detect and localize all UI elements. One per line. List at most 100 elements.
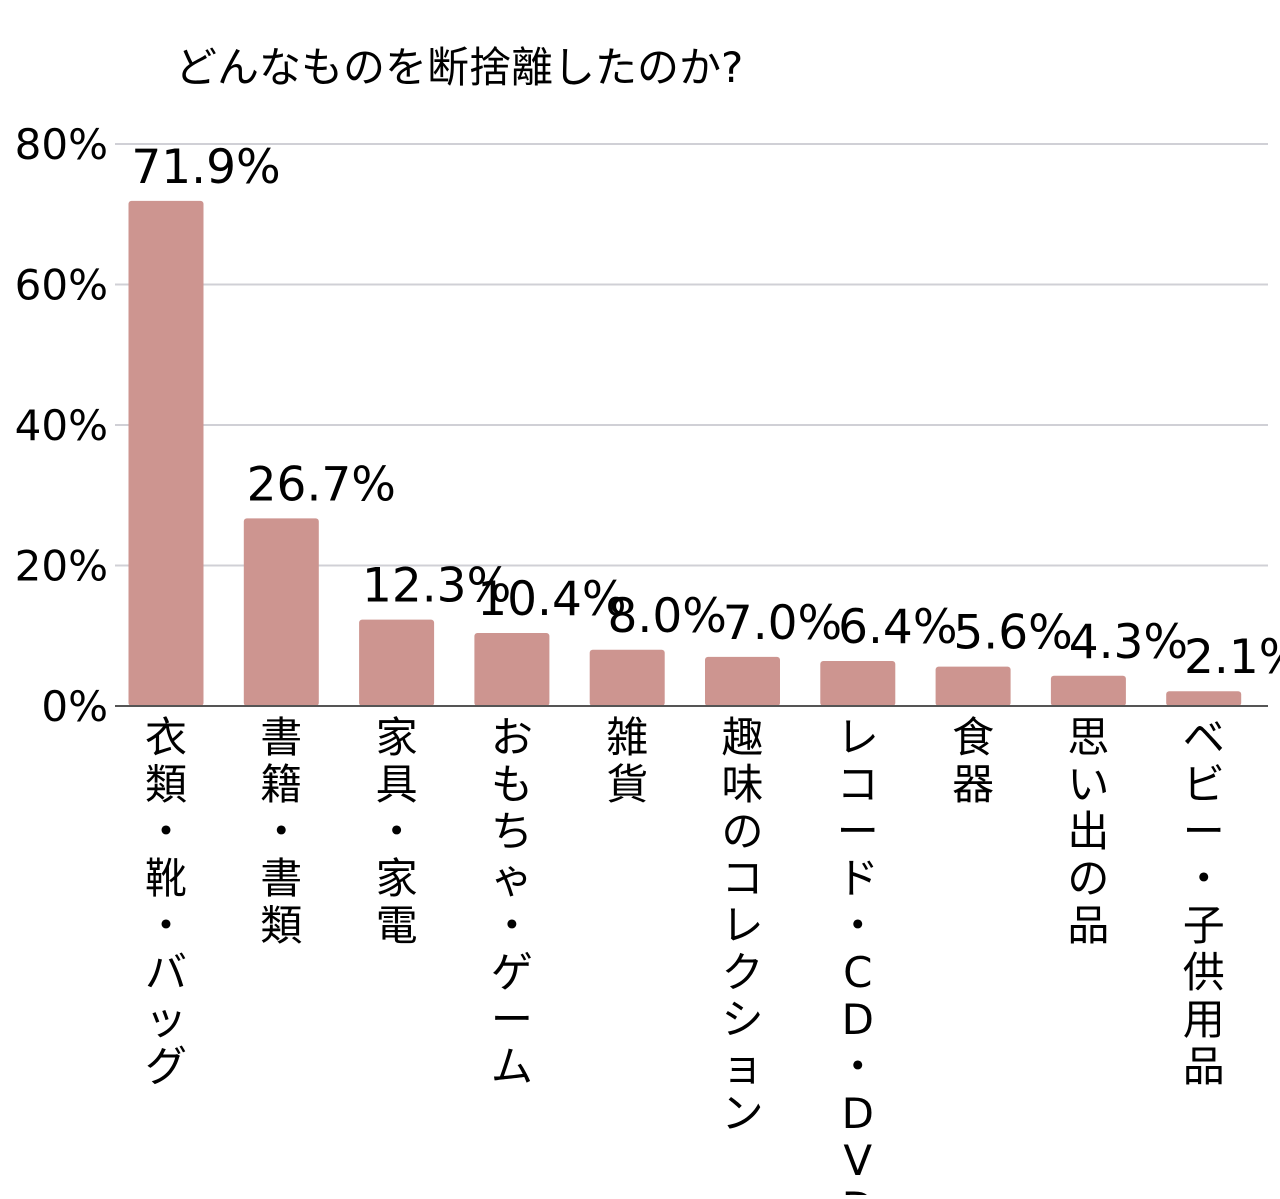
svg-text:ド: ド [837, 854, 879, 903]
svg-text:供: 供 [1183, 948, 1225, 997]
bar [589, 649, 665, 706]
svg-text:ー: ー [1183, 807, 1225, 856]
svg-text:ち: ち [491, 807, 533, 856]
svg-text:C: C [843, 948, 872, 997]
svg-text:家: 家 [376, 854, 418, 903]
data-label: 5.6% [953, 606, 1072, 661]
svg-text:類: 類 [145, 760, 187, 809]
svg-text:コ: コ [721, 854, 763, 903]
svg-text:食: 食 [952, 713, 994, 762]
svg-text:D: D [842, 1183, 874, 1195]
category-label: 食器 [952, 713, 994, 809]
svg-text:書: 書 [260, 713, 302, 762]
svg-text:ゲ: ゲ [491, 948, 533, 997]
svg-text:ョ: ョ [721, 1042, 763, 1091]
svg-text:・: ・ [491, 901, 533, 950]
svg-text:の: の [721, 807, 763, 856]
svg-text:ビ: ビ [1183, 760, 1225, 809]
svg-text:用: 用 [1183, 995, 1225, 1044]
svg-text:い: い [1067, 760, 1109, 809]
bar [474, 632, 550, 706]
svg-text:・: ・ [376, 807, 418, 856]
svg-text:シ: シ [721, 995, 763, 1044]
svg-text:V: V [843, 1136, 872, 1185]
svg-text:ム: ム [491, 1042, 533, 1091]
svg-text:電: 電 [376, 901, 418, 950]
svg-text:子: 子 [1183, 901, 1225, 950]
data-label: 8.0% [607, 589, 726, 644]
data-label: 26.7% [247, 457, 396, 512]
svg-text:衣: 衣 [145, 713, 187, 762]
y-tick-label: 20% [15, 542, 108, 591]
data-label: 7.0% [723, 596, 842, 651]
bar [243, 518, 319, 706]
y-tick-label: 40% [15, 401, 108, 450]
data-label: 12.3% [362, 559, 511, 614]
chart-title: どんなものを断捨離したのか? [175, 43, 744, 92]
category-label: 衣類・靴・バッグ [145, 713, 187, 1091]
svg-text:グ: グ [145, 1042, 187, 1091]
svg-text:具: 具 [376, 760, 418, 809]
category-label: 書籍・書類 [260, 713, 302, 950]
bar [128, 200, 204, 706]
svg-text:D: D [842, 995, 874, 1044]
data-label: 2.1% [1184, 630, 1280, 685]
svg-text:貨: 貨 [606, 760, 648, 809]
svg-text:D: D [842, 1089, 874, 1138]
svg-text:コ: コ [837, 760, 879, 809]
bar [935, 666, 1011, 706]
svg-text:類: 類 [260, 901, 302, 950]
svg-text:・: ・ [837, 901, 879, 950]
svg-text:品: 品 [1183, 1042, 1225, 1091]
svg-text:・: ・ [837, 1042, 879, 1091]
svg-text:バ: バ [145, 948, 187, 997]
y-tick-label: 0% [41, 682, 108, 731]
bar [1166, 691, 1242, 706]
data-label: 6.4% [838, 600, 957, 655]
svg-text:器: 器 [952, 760, 994, 809]
svg-text:ク: ク [721, 948, 763, 997]
y-tick-label: 60% [15, 261, 108, 310]
svg-text:出: 出 [1067, 807, 1109, 856]
svg-text:ー: ー [837, 807, 879, 856]
svg-text:靴: 靴 [145, 854, 187, 903]
svg-text:ベ: ベ [1183, 713, 1225, 762]
data-label: 71.9% [131, 140, 280, 195]
svg-text:の: の [1067, 854, 1109, 903]
svg-text:ー: ー [491, 995, 533, 1044]
svg-text:家: 家 [376, 713, 418, 762]
svg-text:お: お [491, 713, 533, 762]
svg-text:味: 味 [721, 760, 763, 809]
svg-text:・: ・ [260, 807, 302, 856]
svg-text:ッ: ッ [145, 995, 187, 1044]
bar [359, 619, 435, 706]
bar [705, 656, 780, 706]
svg-text:・: ・ [145, 901, 187, 950]
svg-text:趣: 趣 [721, 713, 763, 762]
svg-text:書: 書 [260, 854, 302, 903]
svg-text:・: ・ [145, 807, 187, 856]
svg-text:思: 思 [1067, 713, 1109, 762]
bar [1050, 675, 1126, 706]
y-tick-label: 80% [15, 120, 108, 169]
svg-text:籍: 籍 [260, 760, 302, 809]
svg-text:雑: 雑 [606, 713, 648, 762]
svg-text:レ: レ [837, 713, 879, 762]
category-label: 雑貨 [606, 713, 648, 809]
svg-text:レ: レ [721, 901, 763, 950]
svg-text:・: ・ [1183, 854, 1225, 903]
svg-text:ン: ン [721, 1089, 763, 1138]
data-label: 4.3% [1069, 615, 1188, 670]
bar [820, 661, 896, 706]
data-label: 10.4% [477, 572, 626, 627]
category-label: 家具・家電 [376, 713, 418, 950]
svg-text:も: も [491, 760, 533, 809]
svg-text:品: 品 [1067, 901, 1109, 950]
